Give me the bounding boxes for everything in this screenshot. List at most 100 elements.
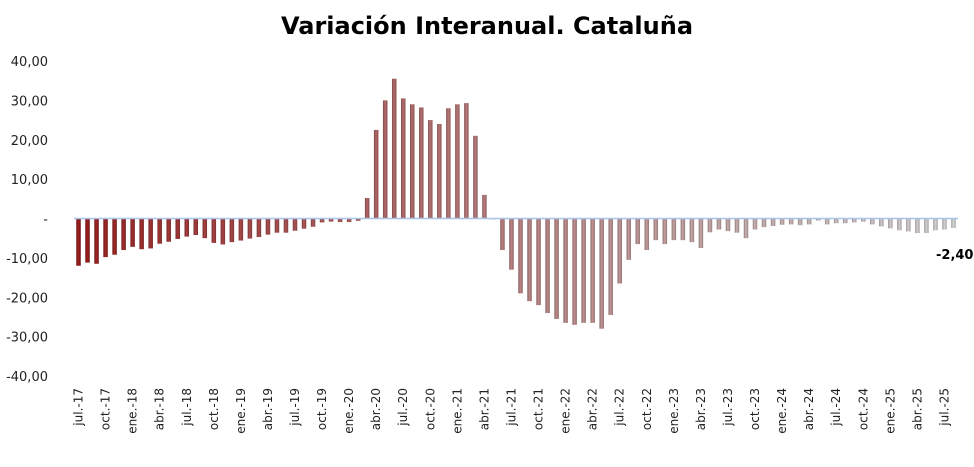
bar bbox=[824, 218, 830, 225]
x-tick-label: ene.-19 bbox=[234, 388, 248, 434]
x-tick-label: ene.-18 bbox=[126, 388, 140, 434]
bar bbox=[689, 218, 695, 243]
x-tick-label: oct.-19 bbox=[315, 388, 329, 430]
bar bbox=[373, 129, 379, 219]
x-tick-label: jul.-25 bbox=[937, 388, 951, 427]
bar bbox=[256, 218, 262, 238]
bar bbox=[897, 218, 902, 231]
x-tick-label: oct.-18 bbox=[207, 388, 221, 430]
bar bbox=[166, 218, 171, 242]
bar bbox=[942, 218, 947, 230]
bar bbox=[410, 104, 415, 219]
y-tick-label: -30,00 bbox=[6, 331, 48, 346]
bar bbox=[400, 98, 406, 219]
bar bbox=[184, 218, 190, 237]
x-tick-label: jul.-24 bbox=[829, 388, 843, 427]
bar bbox=[310, 218, 316, 227]
bars-group bbox=[76, 78, 956, 329]
bar bbox=[509, 218, 514, 270]
bar bbox=[761, 218, 767, 228]
bar bbox=[301, 218, 307, 229]
y-tick-label: -20,00 bbox=[6, 291, 48, 306]
bar bbox=[698, 218, 704, 249]
bar bbox=[446, 108, 451, 219]
bar bbox=[951, 218, 956, 228]
x-tick-label: jul.-21 bbox=[504, 388, 518, 427]
chart-title: Variación Interanual. Cataluña bbox=[280, 12, 694, 40]
bar bbox=[238, 218, 244, 241]
bar bbox=[743, 218, 749, 239]
bar bbox=[554, 218, 559, 319]
y-axis: 40,00 30,00 20,00 10,00 - -10,00 -20,00 -30,00 -… bbox=[6, 55, 48, 385]
x-tick-label: ene.-21 bbox=[450, 388, 464, 434]
bar bbox=[464, 103, 469, 219]
bar bbox=[148, 218, 153, 249]
bar bbox=[626, 218, 632, 260]
bar bbox=[355, 218, 361, 221]
bar bbox=[671, 218, 677, 241]
bar bbox=[157, 218, 162, 244]
bar bbox=[806, 218, 812, 225]
y-tick-label: - bbox=[43, 213, 48, 228]
bar bbox=[861, 218, 866, 222]
y-tick-label: 20,00 bbox=[11, 134, 48, 149]
y-tick-label: 10,00 bbox=[11, 173, 48, 188]
x-tick-label: ene.-22 bbox=[559, 388, 573, 434]
bar bbox=[716, 218, 722, 230]
bar bbox=[229, 218, 235, 243]
bar bbox=[455, 104, 460, 219]
x-tick-label: jul.-23 bbox=[721, 388, 735, 427]
bar bbox=[130, 218, 135, 247]
bar bbox=[482, 194, 487, 219]
bar bbox=[283, 218, 289, 233]
last-value-label: -2,40 bbox=[936, 248, 973, 263]
bar bbox=[500, 218, 505, 250]
bar bbox=[382, 100, 388, 219]
x-axis: jul.-17 oct.-17 ene.-18 abr.-18 jul.-18 oct.-… bbox=[72, 388, 952, 434]
bar bbox=[870, 218, 875, 225]
bar bbox=[211, 218, 217, 243]
bar bbox=[653, 218, 659, 241]
bar bbox=[94, 218, 99, 264]
bar bbox=[852, 218, 857, 223]
y-tick-label: 40,00 bbox=[11, 55, 48, 70]
bar bbox=[139, 218, 144, 250]
bar bbox=[770, 218, 776, 226]
bar bbox=[391, 78, 397, 219]
bar bbox=[707, 218, 713, 233]
x-tick-label: jul.-20 bbox=[396, 388, 410, 427]
bar bbox=[879, 218, 884, 227]
bar bbox=[815, 218, 821, 221]
bar bbox=[319, 218, 325, 223]
bar bbox=[725, 218, 731, 232]
bar bbox=[788, 218, 794, 225]
bar bbox=[364, 198, 370, 219]
bar bbox=[563, 218, 568, 323]
bar bbox=[888, 218, 893, 229]
x-tick-label: ene.-20 bbox=[342, 388, 356, 434]
bar bbox=[608, 218, 613, 315]
x-tick-label: abr.-19 bbox=[261, 388, 275, 430]
bar bbox=[599, 218, 604, 329]
bar bbox=[103, 218, 108, 258]
x-tick-label: abr.-21 bbox=[477, 388, 491, 430]
bar bbox=[337, 218, 343, 223]
x-tick-label: abr.-22 bbox=[586, 388, 600, 430]
x-tick-label: abr.-25 bbox=[910, 388, 924, 430]
bar bbox=[662, 218, 668, 245]
bar bbox=[265, 218, 271, 235]
x-tick-label: jul.-19 bbox=[288, 388, 302, 427]
x-tick-label: abr.-23 bbox=[694, 388, 708, 430]
bar bbox=[915, 218, 920, 234]
annotations: -2,40 bbox=[936, 248, 973, 263]
bar bbox=[328, 218, 334, 222]
bar bbox=[933, 218, 938, 231]
bar bbox=[572, 218, 577, 325]
bar bbox=[274, 218, 280, 233]
bar bbox=[202, 218, 208, 239]
bar bbox=[779, 218, 785, 225]
bar bbox=[346, 218, 352, 223]
bar bbox=[193, 218, 199, 236]
bar bbox=[617, 218, 622, 284]
